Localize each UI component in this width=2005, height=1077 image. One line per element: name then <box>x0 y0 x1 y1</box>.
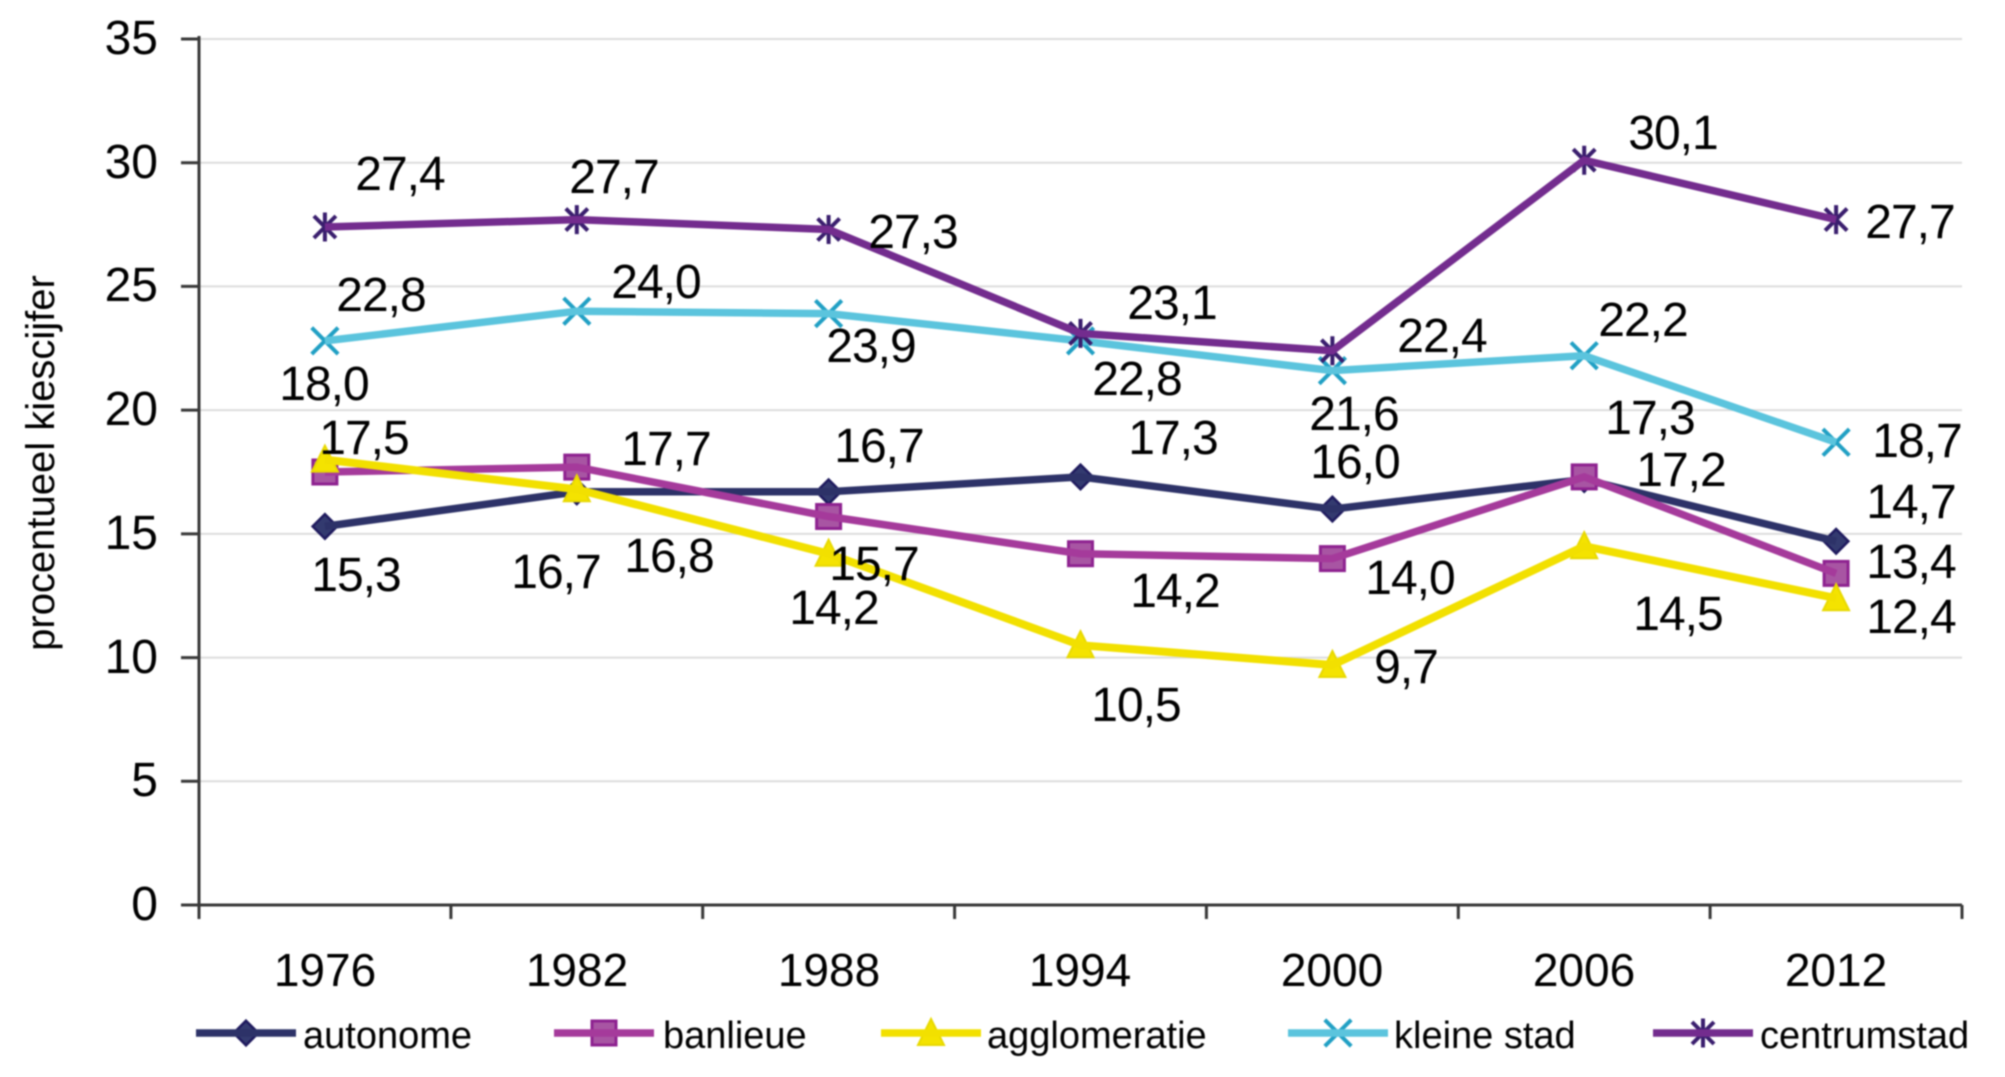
svg-text:16,7: 16,7 <box>511 546 600 599</box>
svg-text:agglomeratie: agglomeratie <box>987 1015 1207 1057</box>
svg-text:17,3: 17,3 <box>1605 392 1694 445</box>
svg-text:23,9: 23,9 <box>826 320 915 373</box>
svg-text:12,4: 12,4 <box>1866 591 1956 644</box>
svg-text:17,5: 17,5 <box>319 412 408 465</box>
svg-text:20: 20 <box>105 383 158 436</box>
svg-text:18,0: 18,0 <box>279 358 368 411</box>
svg-text:21,6: 21,6 <box>1309 388 1398 441</box>
svg-text:23,1: 23,1 <box>1127 277 1216 330</box>
svg-text:22,8: 22,8 <box>336 269 425 322</box>
svg-text:30: 30 <box>105 136 158 189</box>
svg-text:14,5: 14,5 <box>1633 588 1722 641</box>
svg-text:22,2: 22,2 <box>1598 294 1687 347</box>
svg-text:17,7: 17,7 <box>621 423 710 476</box>
svg-text:22,8: 22,8 <box>1092 353 1181 406</box>
svg-text:27,4: 27,4 <box>355 148 445 201</box>
svg-text:9,7: 9,7 <box>1374 641 1438 694</box>
svg-text:1988: 1988 <box>778 944 880 996</box>
svg-text:banlieue: banlieue <box>663 1015 807 1057</box>
svg-text:30,1: 30,1 <box>1628 107 1717 160</box>
svg-text:14,7: 14,7 <box>1866 476 1955 529</box>
svg-text:14,2: 14,2 <box>1130 565 1219 618</box>
svg-text:autonome: autonome <box>303 1015 472 1057</box>
svg-text:0: 0 <box>131 878 158 931</box>
svg-text:10: 10 <box>105 631 158 684</box>
svg-text:5: 5 <box>131 754 158 807</box>
svg-text:2000: 2000 <box>1281 944 1383 996</box>
svg-text:27,7: 27,7 <box>569 151 658 204</box>
svg-text:centrumstad: centrumstad <box>1760 1015 1969 1057</box>
svg-text:35: 35 <box>105 12 158 65</box>
svg-text:15,3: 15,3 <box>311 549 400 602</box>
svg-text:22,4: 22,4 <box>1397 310 1487 363</box>
svg-text:14,0: 14,0 <box>1365 552 1454 605</box>
svg-text:15,7: 15,7 <box>829 538 918 591</box>
svg-text:15: 15 <box>105 507 158 560</box>
svg-text:16,8: 16,8 <box>624 530 713 583</box>
svg-text:16,7: 16,7 <box>834 420 923 473</box>
svg-text:1976: 1976 <box>274 944 376 996</box>
svg-text:27,7: 27,7 <box>1865 196 1954 249</box>
svg-text:16,0: 16,0 <box>1310 436 1399 489</box>
svg-text:25: 25 <box>105 259 158 312</box>
svg-text:14,2: 14,2 <box>789 582 878 635</box>
svg-text:17,2: 17,2 <box>1636 444 1725 497</box>
svg-text:procentueel kiescijfer: procentueel kiescijfer <box>19 275 63 651</box>
svg-text:kleine stad: kleine stad <box>1394 1015 1576 1057</box>
svg-text:17,3: 17,3 <box>1128 412 1217 465</box>
svg-text:18,7: 18,7 <box>1872 415 1961 468</box>
svg-text:2006: 2006 <box>1533 944 1635 996</box>
svg-text:13,4: 13,4 <box>1866 536 1956 589</box>
svg-text:2012: 2012 <box>1785 944 1887 996</box>
svg-text:27,3: 27,3 <box>868 206 957 259</box>
svg-text:10,5: 10,5 <box>1091 679 1180 732</box>
svg-text:1982: 1982 <box>526 944 628 996</box>
svg-text:1994: 1994 <box>1029 944 1131 996</box>
svg-text:24,0: 24,0 <box>611 256 700 309</box>
